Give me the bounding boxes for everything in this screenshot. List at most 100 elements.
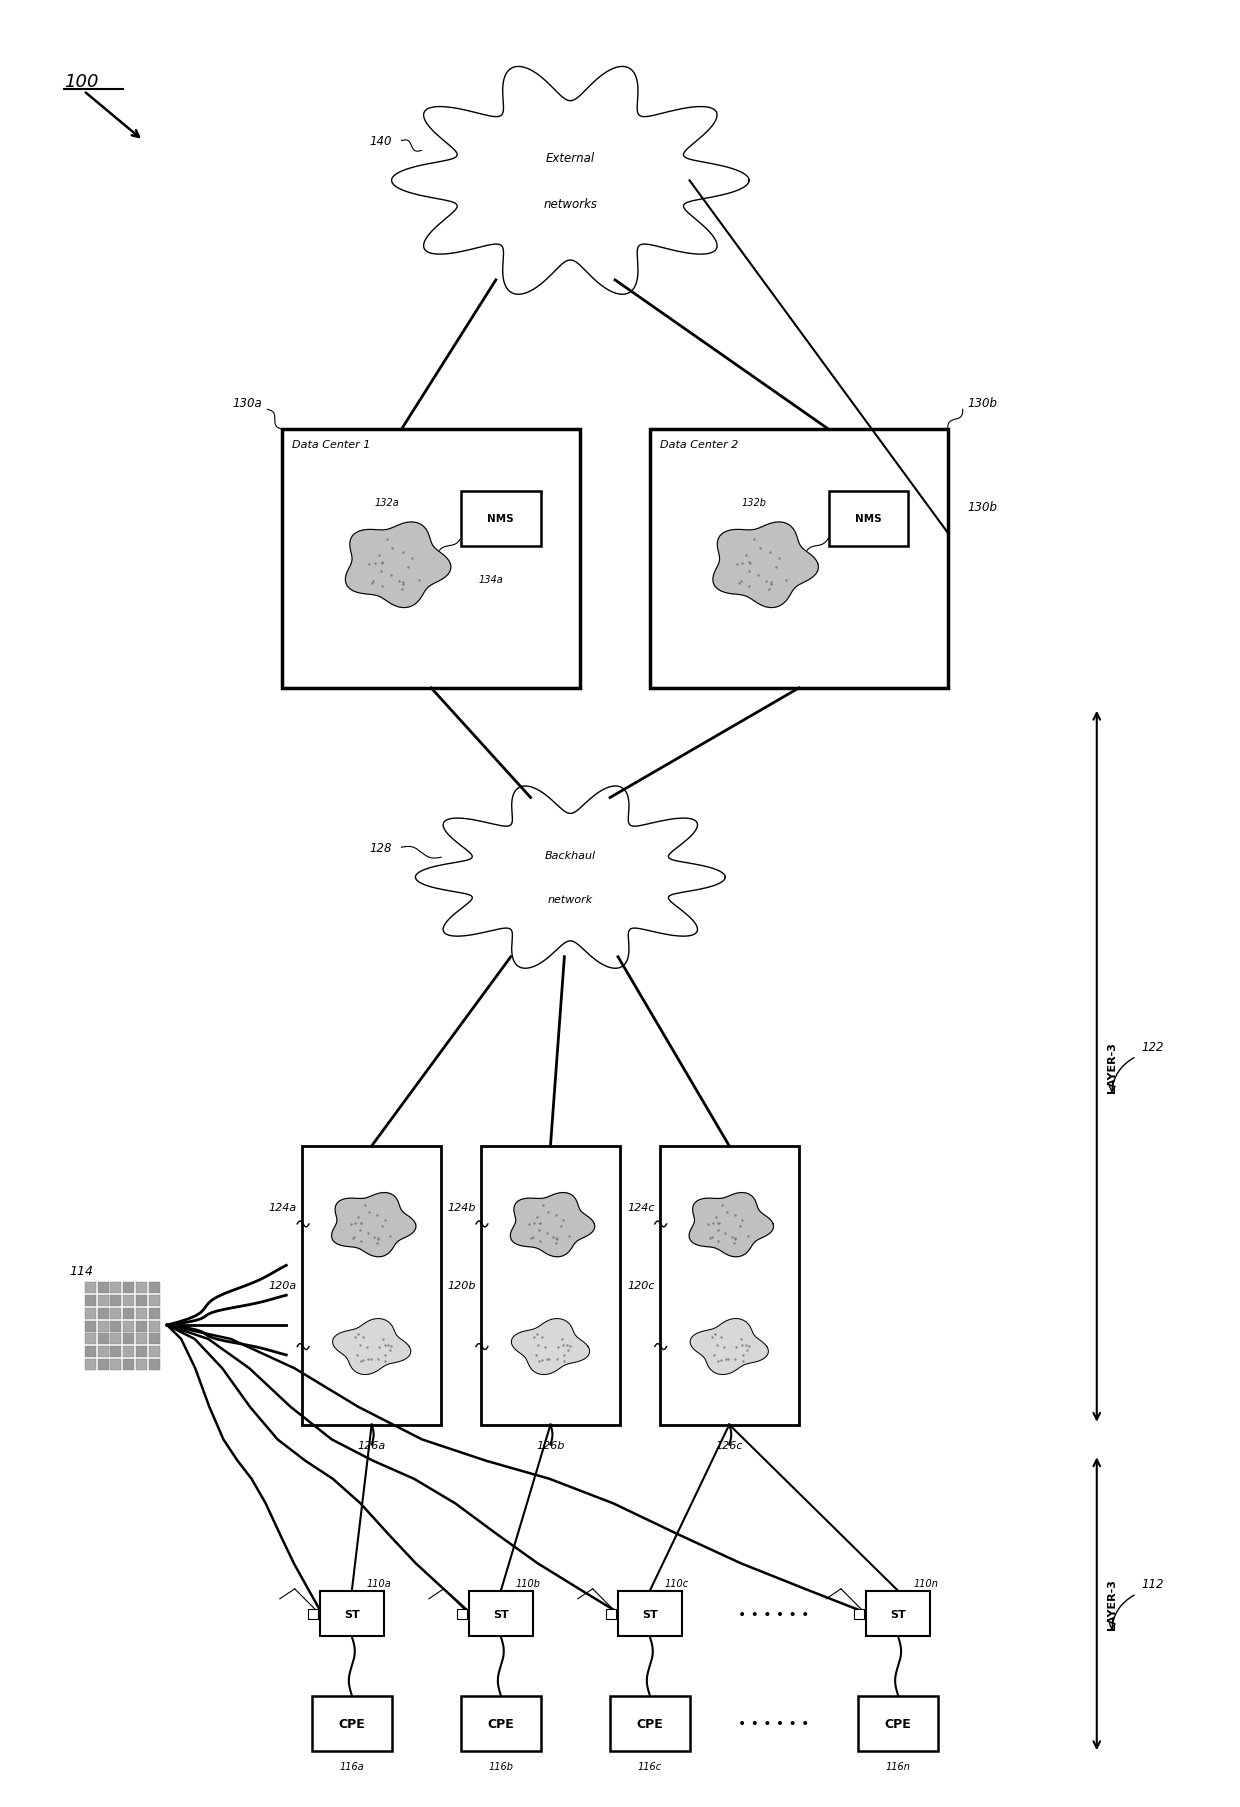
Text: 140: 140 <box>370 136 392 148</box>
Bar <box>110 1296 122 1306</box>
Bar <box>123 1321 134 1332</box>
Bar <box>149 1346 160 1357</box>
Bar <box>123 1296 134 1306</box>
Bar <box>84 1334 95 1344</box>
Text: 110b: 110b <box>516 1579 541 1588</box>
Text: ST: ST <box>890 1608 906 1619</box>
Bar <box>481 1146 620 1424</box>
Bar <box>84 1359 95 1370</box>
Bar <box>660 1146 799 1424</box>
Text: 114: 114 <box>69 1265 93 1278</box>
Text: 126a: 126a <box>357 1440 386 1449</box>
Text: 110c: 110c <box>665 1579 689 1588</box>
Bar <box>149 1321 160 1332</box>
Polygon shape <box>511 1193 595 1258</box>
Bar <box>828 492 908 546</box>
Bar <box>610 1697 689 1751</box>
Bar <box>98 1346 109 1357</box>
Bar <box>98 1308 109 1319</box>
Text: • • • • • •: • • • • • • <box>738 1717 810 1731</box>
Text: 132b: 132b <box>742 497 766 508</box>
Bar <box>110 1346 122 1357</box>
Bar <box>84 1296 95 1306</box>
Text: ST: ST <box>642 1608 657 1619</box>
Bar <box>618 1592 682 1635</box>
Bar <box>110 1359 122 1370</box>
Text: LAYER-3: LAYER-3 <box>1107 1041 1117 1091</box>
Text: 130a: 130a <box>233 398 263 410</box>
Text: Backhaul: Backhaul <box>544 851 596 860</box>
Bar <box>136 1334 148 1344</box>
Bar <box>469 1592 533 1635</box>
Text: 122: 122 <box>1142 1041 1164 1053</box>
Text: NMS: NMS <box>856 513 882 524</box>
Bar <box>461 1697 541 1751</box>
Bar <box>110 1281 122 1294</box>
Text: 124a: 124a <box>269 1202 298 1212</box>
Text: 126b: 126b <box>536 1440 564 1449</box>
Text: 100: 100 <box>63 72 98 90</box>
Bar <box>123 1334 134 1344</box>
Text: ST: ST <box>343 1608 360 1619</box>
Polygon shape <box>392 67 749 295</box>
Bar <box>136 1346 148 1357</box>
Bar <box>605 1608 615 1619</box>
Text: CPE: CPE <box>636 1717 663 1729</box>
Text: 130b: 130b <box>967 501 998 513</box>
Text: 110n: 110n <box>913 1579 937 1588</box>
Text: External: External <box>546 152 595 164</box>
Text: NMS: NMS <box>487 513 515 524</box>
Bar <box>136 1308 148 1319</box>
Bar <box>866 1592 930 1635</box>
Text: 130b: 130b <box>967 398 998 410</box>
Bar <box>149 1296 160 1306</box>
Text: 116c: 116c <box>637 1760 662 1771</box>
Polygon shape <box>511 1319 589 1375</box>
Text: 120a: 120a <box>269 1281 298 1290</box>
Bar <box>854 1608 864 1619</box>
Text: CPE: CPE <box>487 1717 515 1729</box>
Bar <box>312 1697 392 1751</box>
Text: network: network <box>548 894 593 905</box>
Bar <box>84 1321 95 1332</box>
Bar <box>461 492 541 546</box>
Polygon shape <box>713 522 818 609</box>
Text: networks: networks <box>543 199 598 211</box>
Bar <box>123 1308 134 1319</box>
Text: 124b: 124b <box>448 1202 476 1212</box>
Text: 120b: 120b <box>448 1281 476 1290</box>
Text: 124c: 124c <box>627 1202 655 1212</box>
Text: Data Center 2: Data Center 2 <box>660 439 738 450</box>
Text: 112: 112 <box>1142 1578 1164 1590</box>
Bar <box>136 1281 148 1294</box>
Bar <box>98 1359 109 1370</box>
Bar <box>149 1359 160 1370</box>
Bar <box>98 1296 109 1306</box>
Bar <box>149 1334 160 1344</box>
Bar <box>84 1281 95 1294</box>
Bar <box>110 1321 122 1332</box>
Bar <box>149 1281 160 1294</box>
Polygon shape <box>331 1193 415 1258</box>
Text: 132a: 132a <box>374 497 399 508</box>
Text: 110a: 110a <box>367 1579 392 1588</box>
Bar <box>123 1359 134 1370</box>
Bar <box>123 1346 134 1357</box>
Text: Data Center 1: Data Center 1 <box>293 439 371 450</box>
Text: 116n: 116n <box>885 1760 910 1771</box>
Polygon shape <box>415 786 725 969</box>
Bar <box>110 1334 122 1344</box>
Bar <box>303 1146 441 1424</box>
Bar <box>123 1281 134 1294</box>
Bar <box>149 1308 160 1319</box>
Text: 128: 128 <box>370 842 392 855</box>
Bar <box>98 1281 109 1294</box>
Bar <box>98 1334 109 1344</box>
Bar <box>98 1321 109 1332</box>
Text: ST: ST <box>494 1608 508 1619</box>
Text: LAYER-3: LAYER-3 <box>1107 1579 1117 1630</box>
Bar <box>136 1321 148 1332</box>
Text: 120c: 120c <box>627 1281 655 1290</box>
Bar <box>84 1308 95 1319</box>
Bar <box>283 430 580 688</box>
